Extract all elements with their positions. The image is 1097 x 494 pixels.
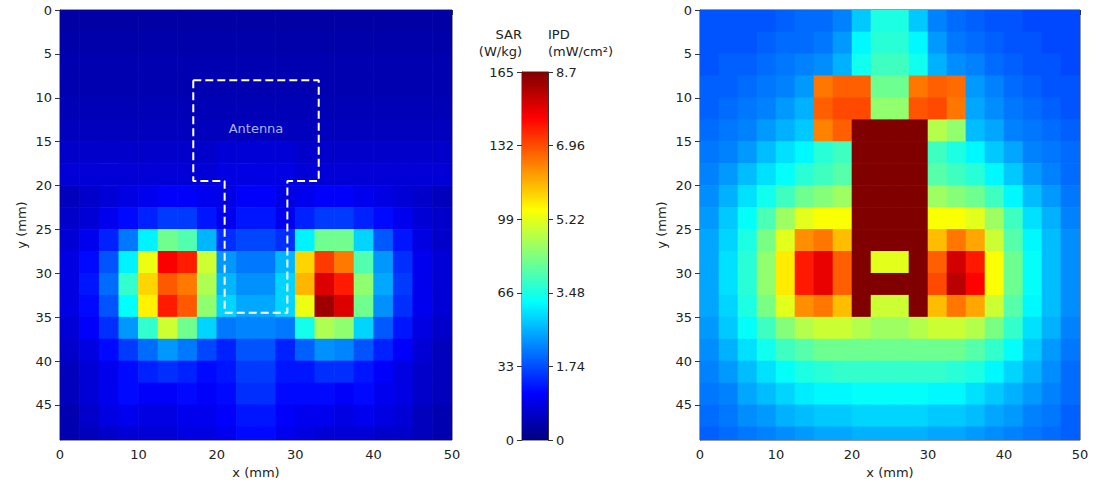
svg-text:5: 5 [684,46,692,61]
svg-text:45: 45 [35,397,52,412]
svg-text:40: 40 [365,447,382,462]
svg-text:0: 0 [556,433,564,448]
svg-text:x (mm): x (mm) [232,465,279,480]
svg-text:20: 20 [844,447,861,462]
svg-text:5: 5 [44,46,52,61]
svg-text:30: 30 [675,266,692,281]
svg-text:5.22: 5.22 [556,212,585,227]
svg-text:0: 0 [684,3,692,18]
svg-text:35: 35 [35,310,52,325]
svg-text:0: 0 [696,447,704,462]
svg-text:15: 15 [35,134,52,149]
svg-text:0: 0 [506,433,514,448]
svg-text:99: 99 [497,212,514,227]
svg-text:40: 40 [35,354,52,369]
svg-text:Antenna: Antenna [229,121,284,136]
svg-text:SAR: SAR [496,27,522,42]
svg-text:10: 10 [675,90,692,105]
svg-text:IPD: IPD [548,27,570,42]
svg-text:0: 0 [44,3,52,18]
svg-text:3.48: 3.48 [556,285,585,300]
svg-text:40: 40 [675,354,692,369]
svg-text:10: 10 [35,90,52,105]
svg-text:1.74: 1.74 [556,359,585,374]
svg-text:40: 40 [996,447,1013,462]
svg-text:25: 25 [35,222,52,237]
svg-text:10: 10 [768,447,785,462]
svg-text:6.96: 6.96 [556,138,585,153]
svg-text:y (mm): y (mm) [14,201,29,248]
svg-text:25: 25 [675,222,692,237]
svg-text:165: 165 [489,65,514,80]
svg-text:y (mm): y (mm) [654,201,669,248]
svg-text:30: 30 [920,447,937,462]
svg-text:(W/kg): (W/kg) [479,44,522,59]
svg-text:132: 132 [489,138,514,153]
svg-text:45: 45 [675,397,692,412]
svg-text:66: 66 [497,285,514,300]
svg-text:x (mm): x (mm) [866,465,913,480]
svg-text:35: 35 [675,310,692,325]
svg-text:20: 20 [35,178,52,193]
svg-text:20: 20 [675,178,692,193]
svg-text:15: 15 [675,134,692,149]
svg-text:33: 33 [497,359,514,374]
svg-text:10: 10 [130,447,147,462]
svg-text:30: 30 [35,266,52,281]
svg-text:50: 50 [444,447,461,462]
svg-text:(mW/cm²): (mW/cm²) [548,44,613,59]
svg-text:50: 50 [1072,447,1089,462]
svg-text:8.7: 8.7 [556,65,577,80]
svg-text:30: 30 [287,447,304,462]
svg-text:0: 0 [56,447,64,462]
svg-text:20: 20 [209,447,226,462]
